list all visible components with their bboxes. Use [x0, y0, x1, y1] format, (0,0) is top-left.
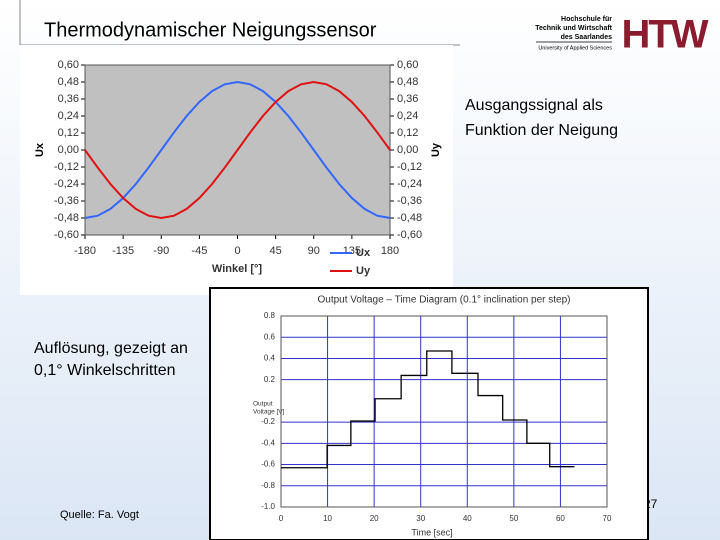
y-tick-label: -0,24 [54, 178, 79, 190]
caption-left: 0,1° Winkelschritten [34, 362, 176, 379]
y-axis-label: Voltage [V] [253, 409, 285, 416]
x-tick-label: 180 [381, 245, 399, 257]
y-tick-label: -1.0 [261, 502, 275, 511]
y-tick-label: 0.2 [264, 375, 276, 384]
logo: Hochschule für Technik und Wirtschaft de… [535, 13, 711, 57]
logo-line: des Saarlandes [561, 34, 612, 41]
x-tick-label: -135 [112, 245, 134, 257]
x-tick-label: -45 [191, 245, 207, 257]
y2-tick-label: -0,24 [397, 178, 422, 190]
y-axis-label: Ux [34, 142, 46, 157]
caption-right: Ausgangssignal als [465, 97, 603, 114]
y-tick-label: 0,60 [58, 59, 79, 71]
y-tick-label: 0,48 [58, 76, 79, 88]
x-tick-label: 60 [556, 514, 565, 523]
y2-tick-label: 0,60 [397, 59, 418, 71]
legend-label: Ux [356, 247, 371, 259]
y-tick-label: 0.6 [264, 332, 276, 341]
y-tick-label: -0.6 [261, 460, 275, 469]
y-axis-label: Output [253, 401, 273, 408]
y2-tick-label: 0,12 [397, 127, 418, 139]
series-line [84, 80, 391, 220]
x-tick-label: 50 [509, 514, 518, 523]
y2-tick-label: 0,36 [397, 93, 418, 105]
y2-tick-label: -0,36 [397, 195, 422, 207]
x-tick-label: -90 [153, 245, 169, 257]
x-tick-label: 0 [279, 514, 284, 523]
plot-border [280, 315, 608, 508]
y-tick-label: -0,60 [54, 229, 79, 241]
source: Quelle: Fa. Vogt [60, 509, 139, 521]
series-line [84, 80, 391, 219]
y2-tick-label: 0,48 [397, 76, 418, 88]
y2-tick-label: -0,12 [397, 161, 422, 173]
y-tick-label: -0.4 [261, 438, 275, 447]
y2-tick-label: 0,24 [397, 110, 418, 122]
y2-axis-label: Uy [430, 142, 442, 157]
series-line [281, 350, 575, 469]
x-tick-label: 30 [416, 514, 425, 523]
x-axis-label: Winkel [°] [212, 263, 262, 275]
y-tick-label: 0,36 [58, 93, 79, 105]
x-tick-label: 45 [270, 245, 282, 257]
caption-right: Funktion der Neigung [465, 122, 618, 139]
y-tick-label: 0.4 [264, 354, 276, 363]
y2-tick-label: -0,60 [397, 229, 422, 241]
y-tick-label: -0.2 [261, 417, 275, 426]
logo-line: Technik und Wirtschaft [535, 25, 612, 32]
logo-mark: HTW [621, 13, 708, 57]
slide-title: Thermodynamischer Neigungssensor [44, 19, 377, 41]
x-tick-label: 70 [603, 514, 612, 523]
y-tick-label: 0,00 [58, 144, 79, 156]
x-tick-label: 0 [234, 245, 240, 257]
x-tick-label: 40 [463, 514, 472, 523]
y-tick-label: -0.8 [261, 481, 275, 490]
chart-title: Output Voltage – Time Diagram (0.1° incl… [317, 295, 570, 306]
y-tick-label: 0.8 [264, 311, 276, 320]
x-axis-label: Time [sec] [411, 527, 452, 537]
x-tick-label: -180 [74, 245, 96, 257]
y-tick-label: -0,12 [54, 161, 79, 173]
y-tick-label: 0,24 [58, 110, 79, 122]
x-tick-label: 90 [308, 245, 320, 257]
y2-tick-label: -0,48 [397, 212, 422, 224]
x-tick-label: 20 [370, 514, 379, 523]
legend-label: Uy [356, 265, 371, 277]
caption-left: Auflösung, gezeigt an [34, 340, 188, 357]
logo-line: Hochschule für [561, 16, 612, 23]
x-tick-label: 10 [323, 514, 332, 523]
logo-subline: University of Applied Sciences [538, 45, 612, 51]
y2-tick-label: 0,00 [397, 144, 418, 156]
y-tick-label: -0,48 [54, 212, 79, 224]
y-tick-label: -0,36 [54, 195, 79, 207]
plot-area [280, 315, 608, 508]
y-tick-label: 0,12 [58, 127, 79, 139]
